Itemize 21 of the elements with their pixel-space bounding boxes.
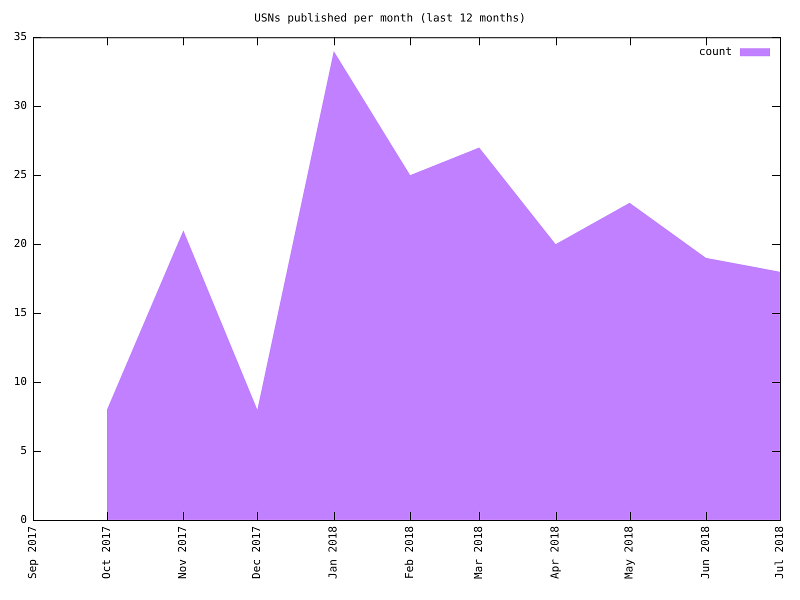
y-tick-label: 25 <box>14 168 27 181</box>
y-tick-label: 5 <box>20 444 27 457</box>
x-tick-label: Feb 2018 <box>403 526 416 579</box>
y-tick-label: 0 <box>20 512 27 526</box>
x-tick-label: Jun 2018 <box>698 526 712 579</box>
x-tick-label: Apr 2018 <box>548 526 562 579</box>
legend-label: count <box>698 45 732 58</box>
y-tick-label: 10 <box>14 374 27 388</box>
y-tick-label: 30 <box>14 99 27 112</box>
y-tick-label: 35 <box>14 30 27 44</box>
x-tick-label: Sep 2017 <box>26 526 39 579</box>
x-tick-label: Jan 2018 <box>326 526 340 579</box>
y-tick-label: 20 <box>14 236 27 250</box>
chart-title: USNs published per month (last 12 months) <box>254 11 526 24</box>
x-tick-label: Mar 2018 <box>472 526 486 579</box>
x-tick-label: Nov 2017 <box>176 526 190 579</box>
x-tick-label: Dec 2017 <box>250 526 264 579</box>
x-tick-label: Oct 2017 <box>100 526 113 579</box>
x-tick-label: Jul 2018 <box>772 526 786 579</box>
x-tick-label: May 2018 <box>622 526 636 579</box>
y-tick-label: 15 <box>14 306 27 319</box>
